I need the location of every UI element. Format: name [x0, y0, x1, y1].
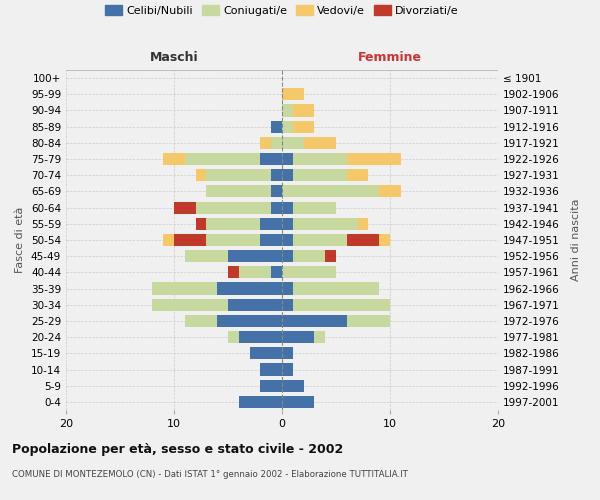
Bar [282, 169, 293, 181]
Bar [293, 234, 347, 246]
Bar [260, 234, 282, 246]
Bar [271, 202, 282, 213]
Bar [196, 202, 271, 213]
Bar [282, 104, 293, 117]
Bar [347, 315, 390, 327]
Bar [206, 169, 271, 181]
Bar [163, 153, 185, 165]
Bar [271, 137, 282, 149]
Bar [282, 153, 293, 165]
Bar [217, 315, 282, 327]
Text: Femmine: Femmine [358, 50, 422, 64]
Bar [174, 202, 196, 213]
Bar [282, 120, 293, 132]
Bar [293, 169, 347, 181]
Bar [293, 120, 314, 132]
Bar [282, 364, 293, 376]
Bar [239, 266, 271, 278]
Bar [271, 169, 282, 181]
Bar [293, 153, 347, 165]
Bar [282, 331, 314, 343]
Bar [293, 104, 314, 117]
Bar [293, 298, 390, 311]
Text: Maschi: Maschi [149, 50, 199, 64]
Bar [196, 218, 206, 230]
Bar [206, 186, 271, 198]
Bar [282, 250, 293, 262]
Bar [293, 282, 379, 294]
Bar [185, 315, 217, 327]
Bar [152, 298, 228, 311]
Bar [282, 186, 379, 198]
Bar [239, 331, 282, 343]
Bar [314, 331, 325, 343]
Bar [282, 348, 293, 360]
Bar [228, 266, 239, 278]
Bar [282, 315, 347, 327]
Bar [250, 348, 282, 360]
Bar [271, 186, 282, 198]
Bar [282, 218, 293, 230]
Bar [282, 234, 293, 246]
Bar [379, 186, 401, 198]
Bar [271, 120, 282, 132]
Bar [163, 234, 174, 246]
Bar [293, 202, 336, 213]
Y-axis label: Anni di nascita: Anni di nascita [571, 198, 581, 281]
Bar [217, 282, 282, 294]
Text: COMUNE DI MONTEZEMOLO (CN) - Dati ISTAT 1° gennaio 2002 - Elaborazione TUTTITALI: COMUNE DI MONTEZEMOLO (CN) - Dati ISTAT … [12, 470, 408, 479]
Bar [282, 266, 336, 278]
Bar [239, 396, 282, 408]
Bar [282, 88, 304, 101]
Bar [282, 380, 304, 392]
Bar [347, 169, 368, 181]
Bar [206, 218, 260, 230]
Bar [282, 282, 293, 294]
Bar [152, 282, 217, 294]
Bar [282, 202, 293, 213]
Bar [282, 298, 293, 311]
Bar [260, 137, 271, 149]
Bar [185, 153, 260, 165]
Y-axis label: Fasce di età: Fasce di età [16, 207, 25, 273]
Text: Popolazione per età, sesso e stato civile - 2002: Popolazione per età, sesso e stato civil… [12, 442, 343, 456]
Bar [228, 331, 239, 343]
Bar [196, 169, 206, 181]
Bar [228, 298, 282, 311]
Bar [379, 234, 390, 246]
Bar [260, 364, 282, 376]
Bar [347, 234, 379, 246]
Bar [260, 380, 282, 392]
Bar [174, 234, 206, 246]
Bar [271, 266, 282, 278]
Bar [358, 218, 368, 230]
Bar [260, 218, 282, 230]
Bar [347, 153, 401, 165]
Bar [293, 218, 358, 230]
Bar [260, 153, 282, 165]
Bar [282, 396, 314, 408]
Bar [206, 234, 260, 246]
Bar [293, 250, 325, 262]
Bar [325, 250, 336, 262]
Bar [304, 137, 336, 149]
Bar [228, 250, 282, 262]
Bar [282, 137, 304, 149]
Legend: Celibi/Nubili, Coniugati/e, Vedovi/e, Divorziati/e: Celibi/Nubili, Coniugati/e, Vedovi/e, Di… [101, 1, 463, 20]
Bar [185, 250, 228, 262]
